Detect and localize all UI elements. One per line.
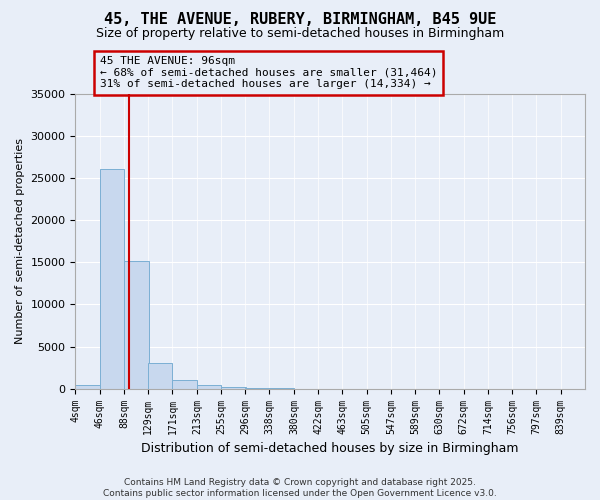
Text: Contains HM Land Registry data © Crown copyright and database right 2025.
Contai: Contains HM Land Registry data © Crown c… — [103, 478, 497, 498]
Bar — [148, 363, 172, 388]
Bar — [172, 380, 197, 388]
Bar — [76, 386, 100, 388]
Bar — [100, 168, 124, 388]
X-axis label: Distribution of semi-detached houses by size in Birmingham: Distribution of semi-detached houses by … — [142, 442, 519, 455]
Bar — [221, 387, 245, 388]
Bar — [124, 262, 149, 388]
Text: Size of property relative to semi-detached houses in Birmingham: Size of property relative to semi-detach… — [96, 28, 504, 40]
Y-axis label: Number of semi-detached properties: Number of semi-detached properties — [15, 138, 25, 344]
Text: 45 THE AVENUE: 96sqm
← 68% of semi-detached houses are smaller (31,464)
31% of s: 45 THE AVENUE: 96sqm ← 68% of semi-detac… — [100, 56, 437, 90]
Bar — [197, 384, 221, 388]
Text: 45, THE AVENUE, RUBERY, BIRMINGHAM, B45 9UE: 45, THE AVENUE, RUBERY, BIRMINGHAM, B45 … — [104, 12, 496, 28]
